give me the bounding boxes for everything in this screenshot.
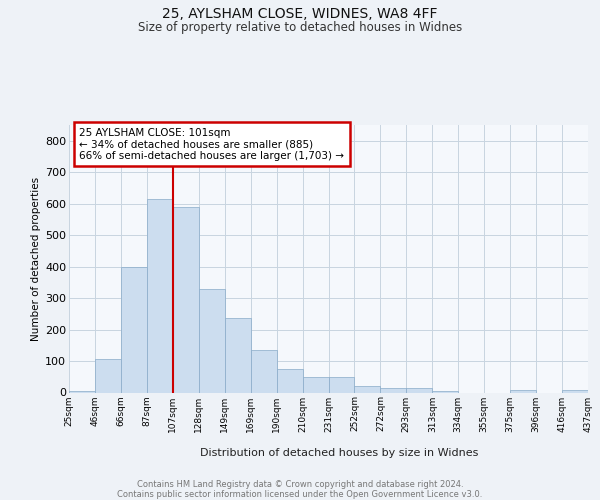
Bar: [225, 318, 251, 392]
Bar: [406, 388, 432, 392]
Bar: [147, 199, 173, 392]
Text: Contains HM Land Registry data © Crown copyright and database right 2024.
Contai: Contains HM Land Registry data © Crown c…: [118, 480, 482, 499]
Bar: [329, 377, 355, 392]
Bar: [302, 377, 329, 392]
Text: 25 AYLSHAM CLOSE: 101sqm
← 34% of detached houses are smaller (885)
66% of semi-: 25 AYLSHAM CLOSE: 101sqm ← 34% of detach…: [79, 128, 344, 161]
Bar: [173, 207, 199, 392]
Bar: [277, 369, 302, 392]
Bar: [510, 390, 536, 392]
Bar: [95, 360, 121, 392]
Bar: [562, 390, 588, 392]
Bar: [251, 350, 277, 393]
Bar: [121, 266, 147, 392]
Bar: [69, 391, 95, 392]
Bar: [433, 391, 458, 392]
Bar: [355, 386, 380, 392]
Bar: [380, 388, 406, 392]
Text: Size of property relative to detached houses in Widnes: Size of property relative to detached ho…: [138, 21, 462, 34]
Text: 25, AYLSHAM CLOSE, WIDNES, WA8 4FF: 25, AYLSHAM CLOSE, WIDNES, WA8 4FF: [162, 8, 438, 22]
Text: Distribution of detached houses by size in Widnes: Distribution of detached houses by size …: [200, 448, 478, 458]
Y-axis label: Number of detached properties: Number of detached properties: [31, 176, 41, 341]
Bar: [199, 288, 224, 393]
